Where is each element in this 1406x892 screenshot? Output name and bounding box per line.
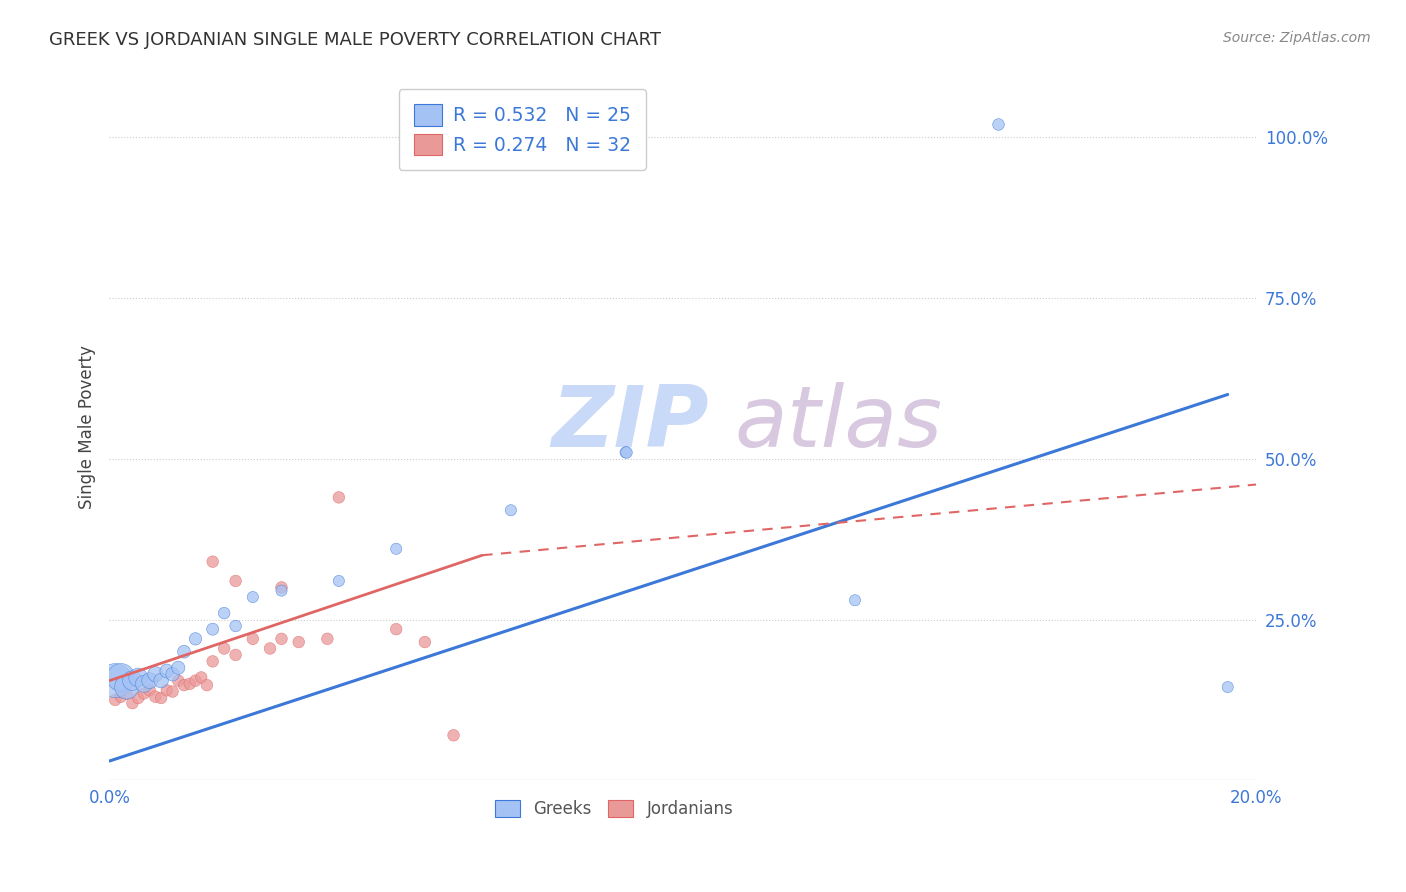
Point (162, 667, 184, 681)
Point (143, 667, 166, 681)
Point (127, 670, 149, 684)
Point (316, 632, 339, 646)
Legend: Greeks, Jordanians: Greeks, Jordanians (488, 794, 740, 825)
Point (156, 683, 179, 698)
Point (225, 574, 247, 588)
Point (127, 691, 149, 706)
Point (201, 654, 224, 668)
Point (121, 696, 143, 710)
Point (143, 690, 166, 704)
Point (115, 686, 138, 700)
Point (167, 661, 190, 675)
Point (270, 583, 292, 598)
Point (110, 670, 132, 684)
Point (104, 673, 127, 688)
Point (173, 678, 195, 692)
Text: Source: ZipAtlas.com: Source: ZipAtlas.com (1223, 31, 1371, 45)
Point (162, 684, 184, 698)
Point (413, 635, 436, 649)
Point (385, 541, 408, 556)
Point (225, 619, 247, 633)
Point (328, 574, 350, 588)
Point (270, 581, 292, 595)
Point (150, 673, 173, 688)
Point (212, 606, 235, 620)
Point (385, 622, 408, 636)
Point (110, 690, 132, 704)
Point (167, 673, 190, 688)
Point (499, 503, 522, 517)
Y-axis label: Single Male Poverty: Single Male Poverty (79, 344, 96, 508)
Point (242, 590, 264, 604)
Point (121, 673, 143, 688)
Point (242, 632, 264, 646)
Point (173, 645, 195, 659)
Text: GREEK VS JORDANIAN SINGLE MALE POVERTY CORRELATION CHART: GREEK VS JORDANIAN SINGLE MALE POVERTY C… (49, 31, 661, 49)
Point (138, 673, 160, 688)
Point (104, 693, 127, 707)
Point (614, 445, 637, 459)
Point (270, 632, 292, 646)
Point (115, 680, 138, 694)
Point (614, 445, 637, 459)
Point (287, 635, 309, 649)
Point (1216, 680, 1239, 694)
Point (844, 593, 866, 607)
Point (156, 664, 179, 678)
Text: atlas: atlas (734, 382, 942, 465)
Point (132, 677, 155, 691)
Point (184, 673, 207, 688)
Point (212, 641, 235, 656)
Point (987, 117, 1010, 131)
Point (201, 622, 224, 636)
Point (190, 670, 212, 684)
Point (150, 691, 173, 706)
Point (225, 648, 247, 662)
Text: ZIP: ZIP (551, 382, 709, 465)
Point (132, 686, 155, 700)
Point (201, 555, 224, 569)
Point (328, 491, 350, 505)
Point (195, 678, 218, 692)
Point (138, 683, 160, 698)
Point (259, 641, 281, 656)
Point (184, 632, 207, 646)
Point (443, 728, 465, 742)
Point (179, 677, 201, 691)
